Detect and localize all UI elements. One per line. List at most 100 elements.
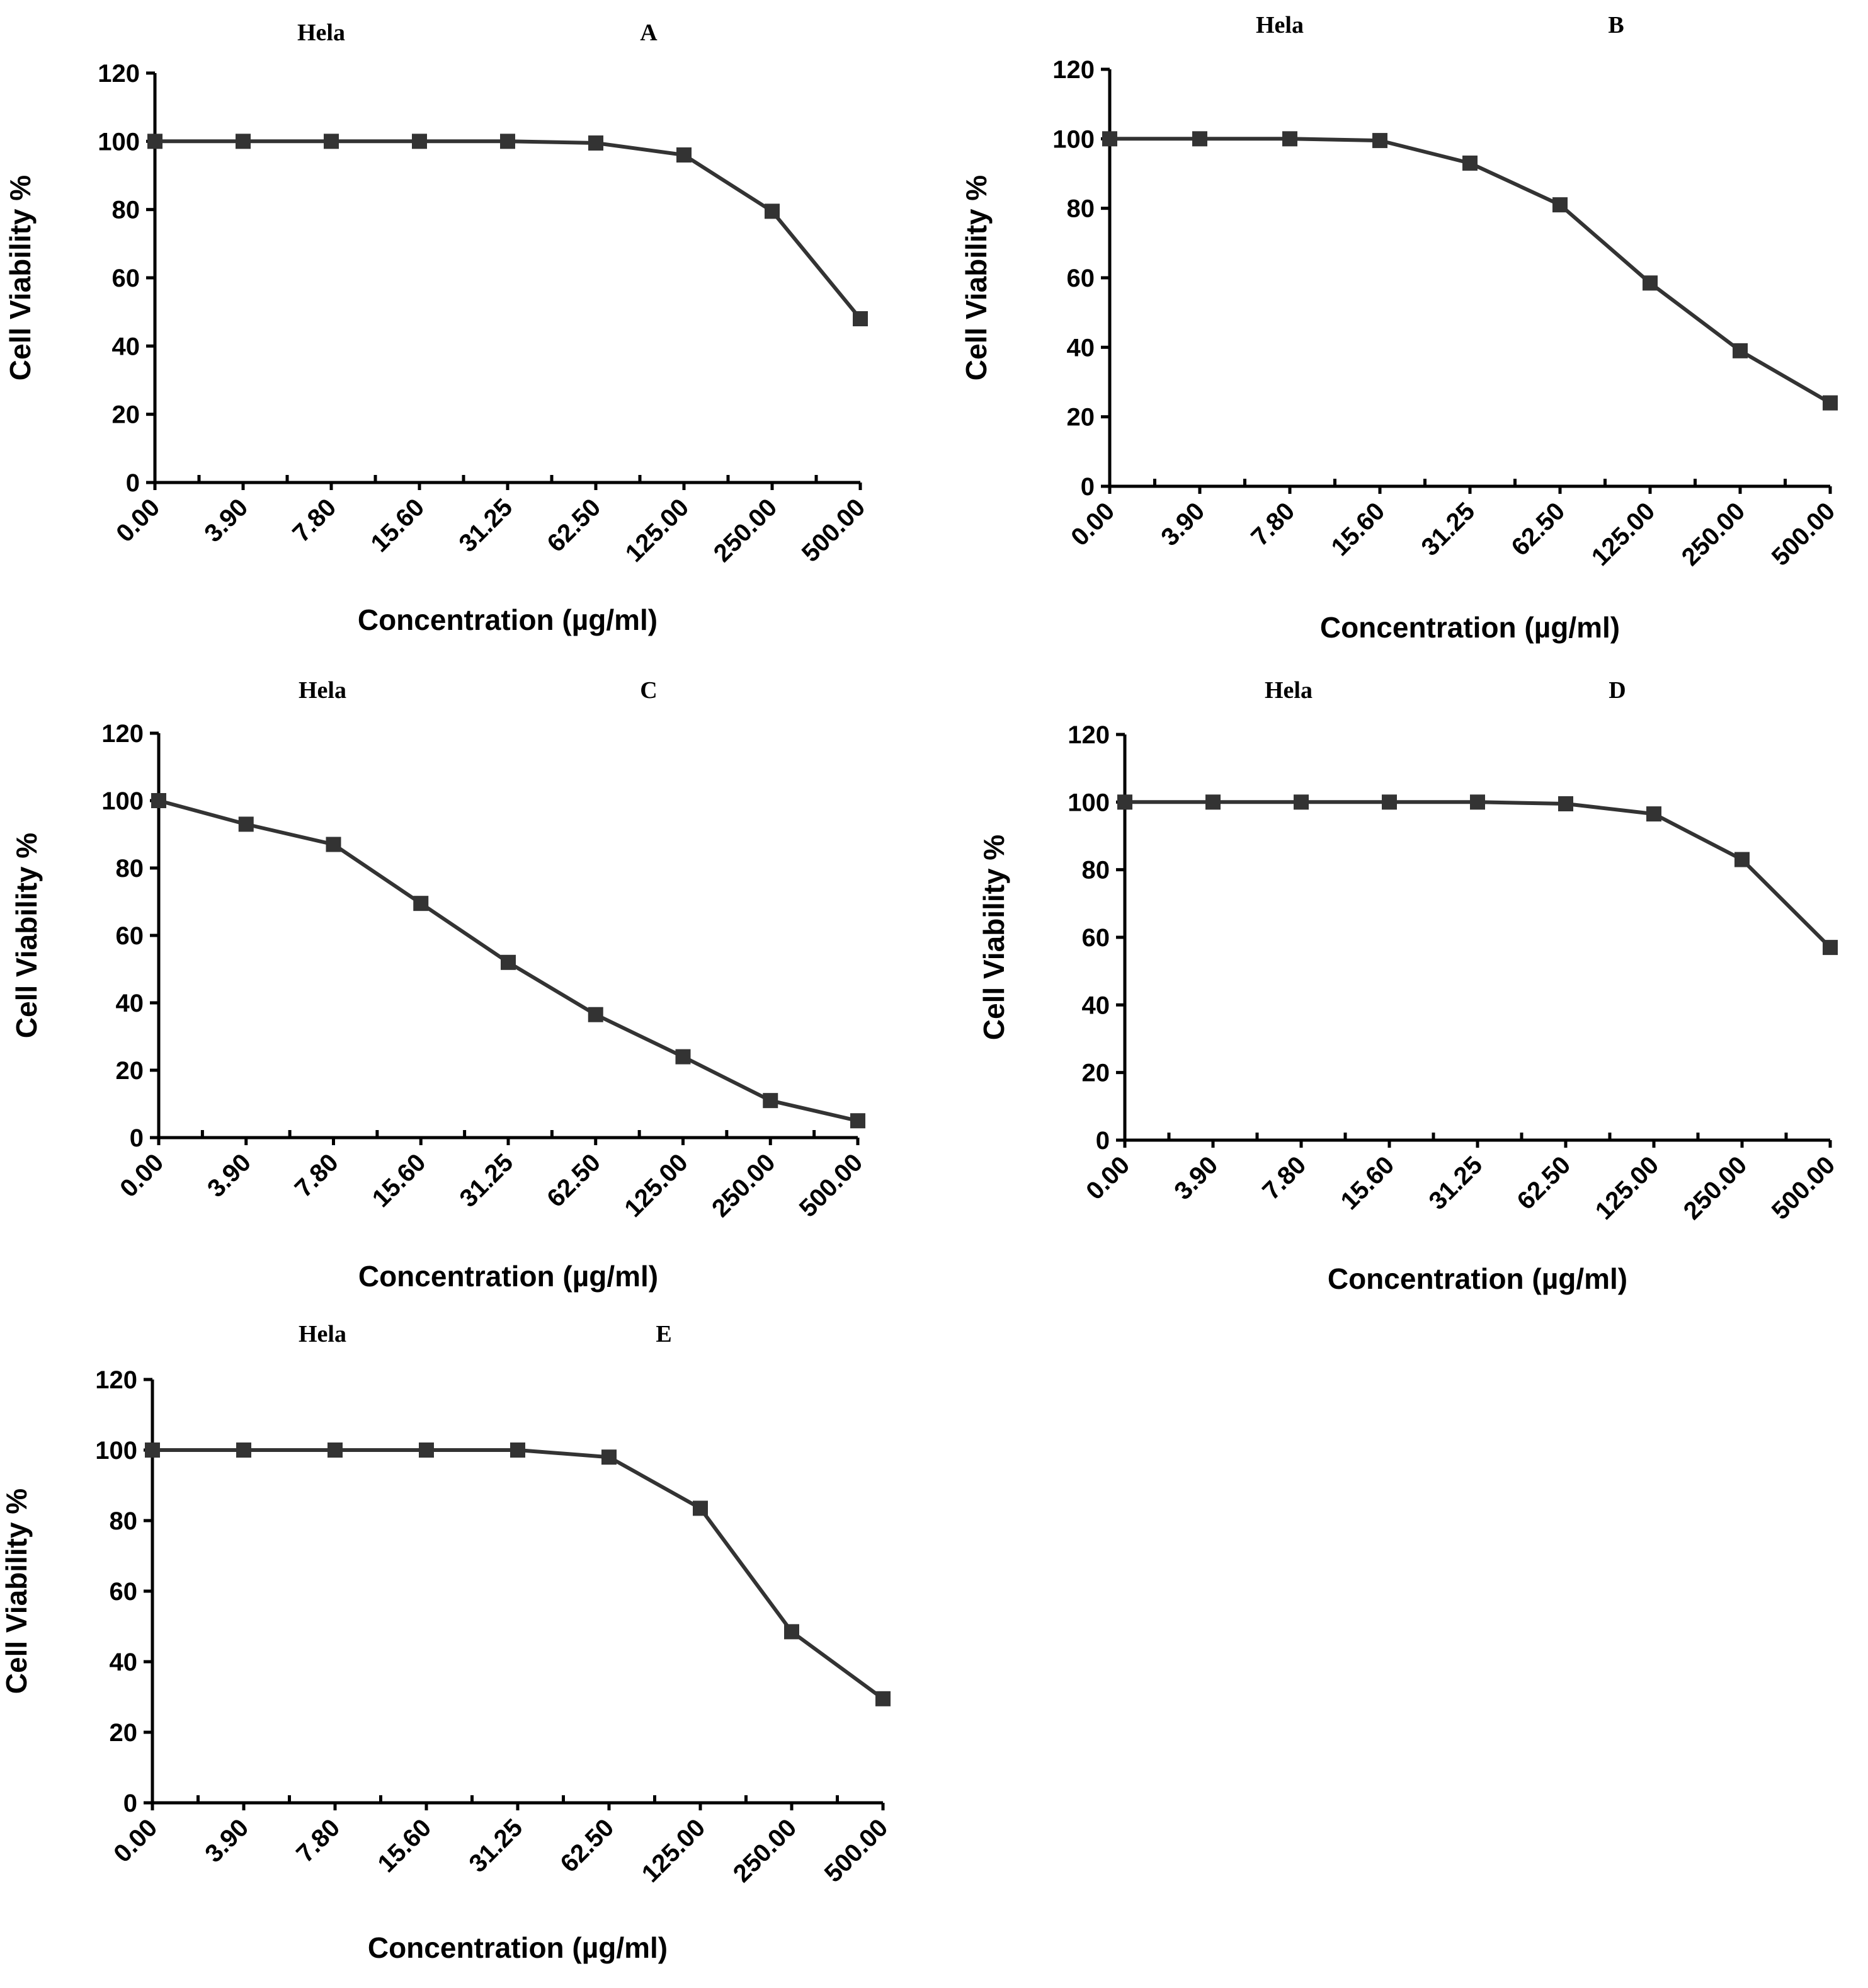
y-tick-label: 40 (112, 333, 140, 360)
data-point (413, 896, 429, 911)
x-tick-label: 3.90 (1156, 497, 1210, 551)
series-line (152, 1448, 884, 1701)
y-tick-label: 80 (1082, 857, 1110, 884)
data-point (145, 1442, 160, 1458)
y-tick-label: 100 (98, 128, 140, 156)
y-tick-label: 120 (95, 1366, 137, 1394)
data-point (510, 1442, 525, 1458)
x-tick-label: 3.90 (200, 1814, 254, 1868)
x-tick-label: 125.00 (637, 1814, 711, 1888)
data-point (1552, 197, 1568, 213)
x-tick-label: 31.25 (454, 1148, 518, 1213)
x-tick-label: 7.80 (1246, 497, 1300, 551)
x-tick-label: 500.00 (1767, 497, 1841, 571)
data-point (236, 134, 251, 149)
y-tick-label: 80 (1067, 195, 1095, 223)
x-tick-label: 7.80 (287, 493, 341, 547)
y-tick-label: 60 (116, 922, 144, 950)
x-axis-label: Concentration (µg/ml) (1320, 611, 1620, 644)
x-tick-label: 0.00 (115, 1148, 169, 1203)
x-axis-label: Concentration (µg/ml) (358, 1260, 658, 1293)
x-tick-label: 7.80 (291, 1814, 345, 1868)
chart-panel-b: Hela B 0 20 40 60 80 100 120 0.00 3.90 7.80 15.60 31.… (960, 12, 1840, 644)
x-tick-label: 250.00 (707, 1148, 781, 1223)
data-point (1205, 794, 1221, 810)
data-point (500, 134, 515, 149)
x-tick-label: 62.50 (555, 1814, 619, 1878)
data-point (676, 147, 692, 163)
series-line (155, 139, 862, 320)
panel-title: Hela (1256, 12, 1304, 38)
panel-label: D (1609, 677, 1626, 704)
data-point (326, 837, 341, 852)
data-point (1192, 131, 1207, 147)
y-axis-label: Cell Viability % (960, 175, 993, 380)
panel-title: Hela (1265, 677, 1313, 704)
data-point (419, 1442, 434, 1458)
data-point (1117, 794, 1132, 810)
y-tick-label: 80 (110, 1507, 138, 1535)
y-tick-label: 100 (95, 1437, 137, 1465)
data-point (1558, 796, 1573, 812)
x-tick-label: 125.00 (620, 493, 695, 568)
y-tick-label: 60 (1067, 265, 1095, 292)
y-axis-label: Cell Viability % (10, 833, 43, 1038)
data-point (1294, 794, 1309, 810)
chart-panel-e: Hela E 0 20 40 60 80 100 120 0.00 3.90 7.80 15.60 31.… (0, 1321, 893, 1964)
data-point (1102, 131, 1117, 147)
y-tick-label: 80 (116, 855, 144, 883)
x-tick-label: 15.60 (367, 1148, 431, 1213)
data-point (850, 1113, 865, 1129)
x-tick-label: 7.80 (290, 1148, 344, 1203)
y-axis-label: Cell Viability % (0, 1488, 33, 1694)
y-tick-label: 120 (1068, 721, 1110, 749)
y-tick-label: 20 (1067, 404, 1095, 431)
data-point (1734, 852, 1750, 867)
x-tick-label: 0.00 (108, 1814, 162, 1868)
data-point (763, 1093, 778, 1109)
x-tick-label: 62.50 (1506, 497, 1570, 561)
x-tick-label: 250.00 (728, 1814, 802, 1888)
x-tick-label: 250.00 (1677, 497, 1751, 571)
data-point (1823, 940, 1838, 956)
data-point (1646, 806, 1661, 822)
y-tick-label: 0 (130, 1124, 144, 1152)
panel-label: C (640, 677, 657, 704)
x-tick-label: 31.25 (453, 493, 518, 557)
x-tick-label: 500.00 (797, 493, 871, 568)
y-tick-label: 20 (112, 401, 140, 429)
y-tick-label: 60 (110, 1578, 138, 1606)
y-tick-label: 40 (110, 1648, 138, 1676)
chart-panel-d: Hela D 0 20 40 60 80 100 120 0.00 3.90 7.80 15.60 31.… (977, 677, 1840, 1295)
x-tick-label: 15.60 (365, 493, 430, 557)
y-axis-label: Cell Viability % (977, 835, 1010, 1040)
data-point (147, 134, 162, 149)
data-point (588, 1007, 603, 1022)
x-axis-label: Concentration (µg/ml) (1328, 1262, 1627, 1295)
data-point (1470, 794, 1485, 810)
x-tick-label: 500.00 (819, 1814, 894, 1888)
panel-title: Hela (297, 20, 345, 46)
y-tick-label: 40 (1067, 334, 1095, 362)
data-point (875, 1691, 891, 1706)
data-point (327, 1442, 343, 1458)
y-tick-label: 0 (1081, 473, 1095, 501)
data-point (588, 135, 603, 151)
y-axis-label: Cell Viability % (4, 175, 37, 380)
series-line (1110, 137, 1831, 405)
data-point (675, 1049, 691, 1065)
x-tick-label: 31.25 (464, 1814, 528, 1878)
x-tick-label: 3.90 (1169, 1151, 1223, 1205)
x-tick-label: 500.00 (1767, 1151, 1841, 1225)
y-tick-label: 120 (98, 60, 140, 88)
x-tick-label: 250.00 (709, 493, 783, 568)
x-tick-label: 0.00 (1081, 1151, 1135, 1205)
data-point (784, 1624, 799, 1640)
y-tick-label: 100 (1068, 789, 1110, 816)
y-tick-label: 60 (112, 265, 140, 292)
chart-panel-a: Hela A 0 20 40 60 80 100 120 0.00 3.90 7.80 15.60 31.… (4, 20, 870, 636)
x-tick-label: 15.60 (1326, 497, 1390, 561)
data-point (1733, 343, 1748, 358)
panel-label: A (640, 20, 658, 46)
data-point (1282, 131, 1297, 147)
